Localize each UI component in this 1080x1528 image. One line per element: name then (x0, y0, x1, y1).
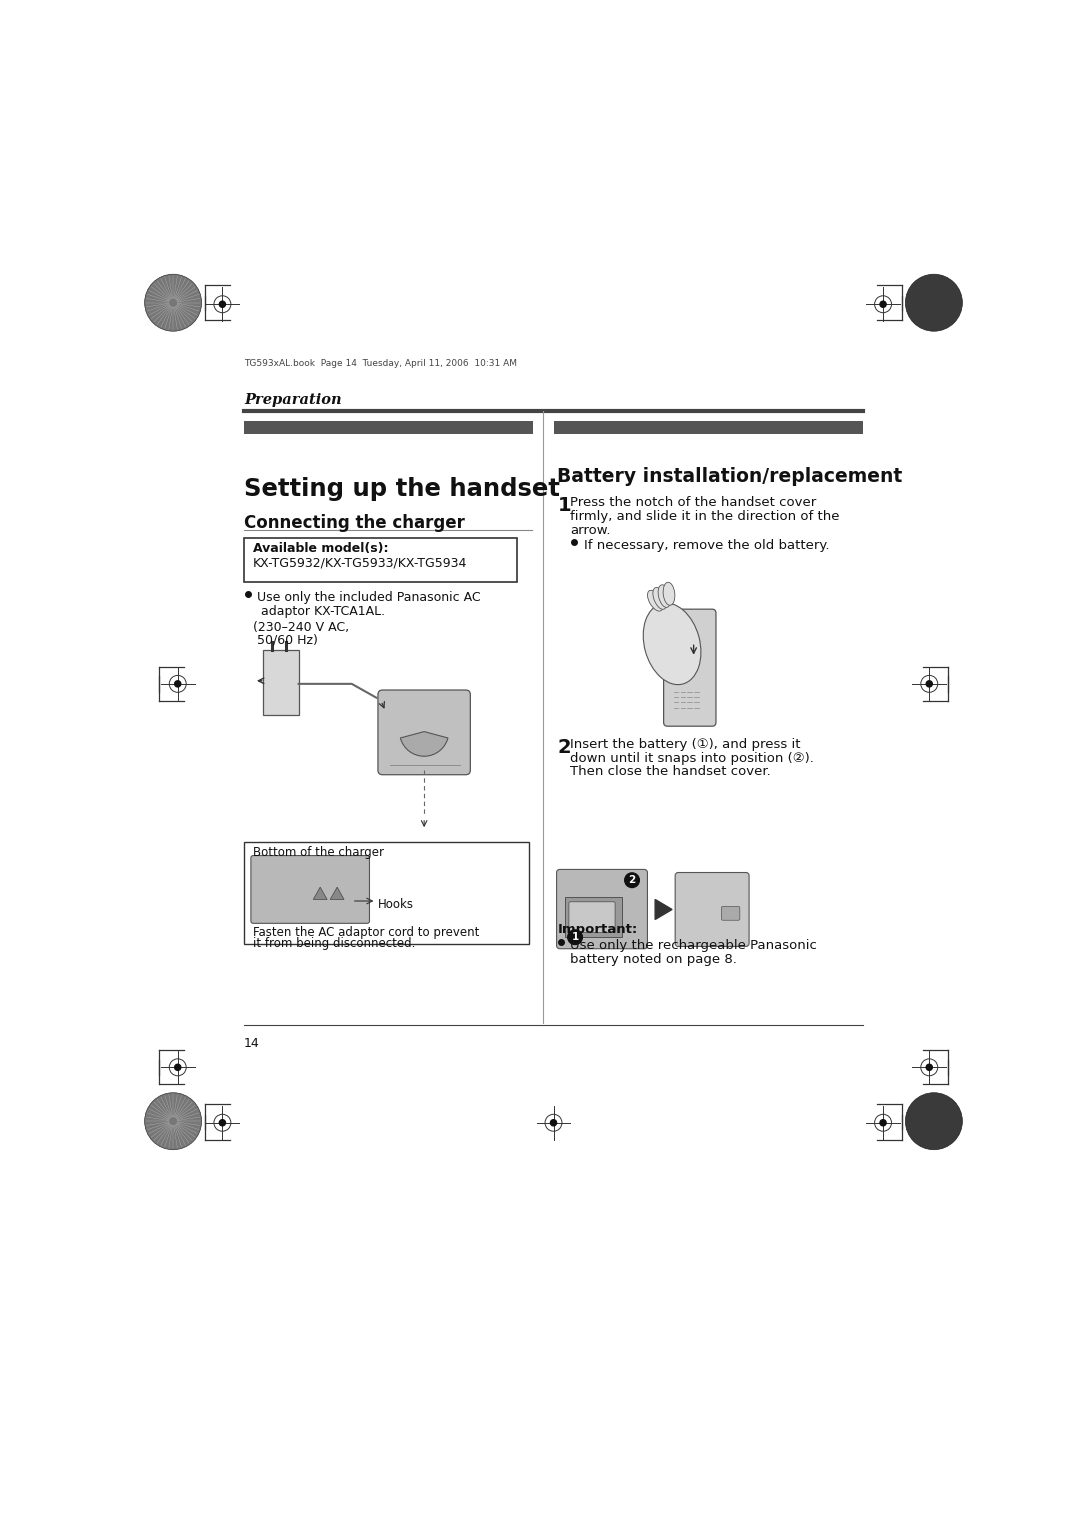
Circle shape (551, 1120, 556, 1126)
Text: Battery installation/replacement: Battery installation/replacement (557, 466, 903, 486)
Text: Important:: Important: (557, 923, 637, 935)
Circle shape (219, 301, 226, 307)
Text: Then close the handset cover.: Then close the handset cover. (570, 766, 771, 778)
FancyBboxPatch shape (244, 842, 529, 944)
FancyBboxPatch shape (264, 649, 299, 715)
Text: Setting up the handset: Setting up the handset (244, 477, 559, 501)
Wedge shape (401, 732, 448, 756)
Text: it from being disconnected.: it from being disconnected. (253, 937, 416, 950)
Polygon shape (313, 888, 327, 900)
Text: Preparation: Preparation (244, 393, 341, 406)
Polygon shape (656, 900, 672, 920)
Text: 14: 14 (244, 1036, 259, 1050)
Circle shape (175, 1063, 180, 1071)
Text: Available model(s):: Available model(s): (253, 542, 389, 555)
Text: Press the notch of the handset cover: Press the notch of the handset cover (570, 497, 816, 509)
Text: Use only the included Panasonic AC: Use only the included Panasonic AC (257, 591, 481, 604)
Circle shape (624, 872, 639, 888)
Circle shape (568, 931, 582, 944)
FancyBboxPatch shape (244, 538, 517, 582)
Text: 50/60 Hz): 50/60 Hz) (253, 633, 319, 646)
Text: Use only the rechargeable Panasonic: Use only the rechargeable Panasonic (570, 938, 818, 952)
Text: Fasten the AC adaptor cord to prevent: Fasten the AC adaptor cord to prevent (253, 926, 480, 940)
Text: Insert the battery (①), and press it: Insert the battery (①), and press it (570, 738, 801, 750)
Text: Bottom of the charger: Bottom of the charger (253, 845, 384, 859)
Circle shape (145, 274, 202, 332)
Circle shape (880, 1120, 886, 1126)
Circle shape (927, 1063, 932, 1071)
Text: arrow.: arrow. (570, 524, 611, 536)
Text: firmly, and slide it in the direction of the: firmly, and slide it in the direction of… (570, 510, 840, 523)
FancyBboxPatch shape (663, 610, 716, 726)
Text: Connecting the charger: Connecting the charger (244, 515, 464, 532)
Text: TG593xAL.book  Page 14  Tuesday, April 11, 2006  10:31 AM: TG593xAL.book Page 14 Tuesday, April 11,… (244, 359, 517, 368)
Text: KX-TG5932/KX-TG5933/KX-TG5934: KX-TG5932/KX-TG5933/KX-TG5934 (253, 556, 468, 568)
Circle shape (219, 1120, 226, 1126)
Circle shape (905, 274, 962, 332)
Text: 1: 1 (571, 932, 579, 943)
Text: 2: 2 (629, 876, 636, 885)
Circle shape (880, 301, 886, 307)
FancyBboxPatch shape (554, 422, 863, 434)
Ellipse shape (663, 582, 675, 605)
Polygon shape (330, 888, 345, 900)
Circle shape (175, 681, 180, 688)
Text: Hooks: Hooks (378, 898, 414, 911)
Circle shape (905, 1093, 962, 1149)
Text: adaptor KX-TCA1AL.: adaptor KX-TCA1AL. (257, 605, 386, 617)
Ellipse shape (644, 604, 701, 685)
Ellipse shape (653, 587, 666, 610)
FancyBboxPatch shape (675, 872, 750, 946)
FancyBboxPatch shape (244, 422, 532, 434)
Ellipse shape (648, 590, 663, 611)
Text: If necessary, remove the old battery.: If necessary, remove the old battery. (584, 539, 829, 552)
FancyBboxPatch shape (565, 897, 622, 937)
Text: (230–240 V AC,: (230–240 V AC, (253, 620, 349, 634)
Circle shape (927, 681, 932, 688)
Ellipse shape (658, 585, 671, 607)
FancyBboxPatch shape (556, 869, 647, 949)
Text: 2: 2 (557, 738, 571, 756)
FancyBboxPatch shape (569, 902, 616, 932)
Text: 1: 1 (557, 497, 571, 515)
FancyBboxPatch shape (378, 691, 471, 775)
Text: down until it snaps into position (②).: down until it snaps into position (②). (570, 752, 814, 764)
Circle shape (145, 1093, 202, 1149)
Text: battery noted on page 8.: battery noted on page 8. (570, 952, 738, 966)
FancyBboxPatch shape (251, 856, 369, 923)
FancyBboxPatch shape (721, 906, 740, 920)
